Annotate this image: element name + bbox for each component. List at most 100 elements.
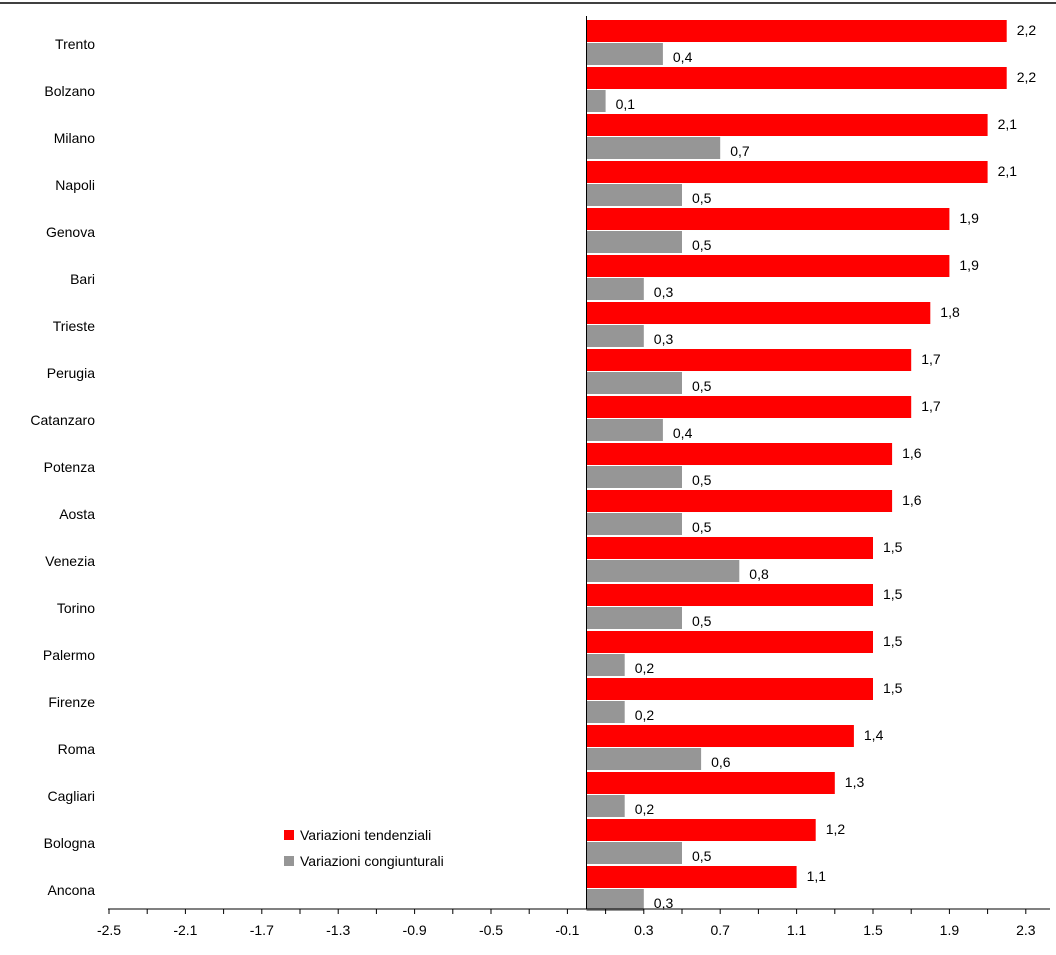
data-label-tendenziali: 1,6 — [902, 492, 922, 508]
bar-congiunturali-genova — [586, 231, 682, 253]
category-label: Cagliari — [48, 788, 95, 804]
data-label-tendenziali: 1,9 — [959, 210, 979, 226]
bar-tendenziali-firenze — [586, 678, 873, 700]
category-label: Trieste — [53, 318, 95, 334]
data-label-congiunturali: 0,7 — [730, 143, 750, 159]
bar-congiunturali-perugia — [586, 372, 682, 394]
bar-congiunturali-bologna — [586, 842, 682, 864]
bar-tendenziali-palermo — [586, 631, 873, 653]
bar-tendenziali-roma — [586, 725, 854, 747]
x-tick-label: 0.3 — [634, 922, 654, 938]
x-tick-label: 2.3 — [1016, 922, 1036, 938]
bar-tendenziali-catanzaro — [586, 396, 912, 418]
bar-congiunturali-palermo — [586, 654, 625, 676]
bar-congiunturali-trento — [586, 43, 663, 65]
category-label: Milano — [54, 130, 95, 146]
x-tick-label: 0.7 — [710, 922, 730, 938]
category-label: Firenze — [48, 694, 95, 710]
data-label-tendenziali: 1,7 — [921, 398, 941, 414]
bar-tendenziali-genova — [586, 208, 950, 230]
category-label: Napoli — [55, 177, 95, 193]
legend-item-congiunturali: Variazioni congiunturali — [284, 848, 444, 874]
data-label-congiunturali: 0,4 — [673, 425, 693, 441]
category-label: Potenza — [44, 459, 96, 475]
bar-tendenziali-trento — [586, 20, 1007, 42]
bar-tendenziali-venezia — [586, 537, 873, 559]
data-label-congiunturali: 0,6 — [711, 754, 731, 770]
data-label-congiunturali: 0,3 — [654, 331, 674, 347]
data-label-tendenziali: 2,1 — [998, 116, 1018, 132]
data-label-tendenziali: 1,3 — [845, 774, 865, 790]
bar-congiunturali-cagliari — [586, 795, 625, 817]
x-tick-label: -0.9 — [403, 922, 427, 938]
category-label: Aosta — [59, 506, 95, 522]
bar-congiunturali-bari — [586, 278, 644, 300]
category-label: Roma — [58, 741, 96, 757]
category-label: Genova — [46, 224, 95, 240]
bar-congiunturali-napoli — [586, 184, 682, 206]
bar-congiunturali-venezia — [586, 560, 740, 582]
bar-congiunturali-catanzaro — [586, 419, 663, 441]
data-label-congiunturali: 0,5 — [692, 519, 712, 535]
legend: Variazioni tendenziali Variazioni congiu… — [284, 822, 444, 874]
x-tick-label: -2.1 — [173, 922, 197, 938]
bar-tendenziali-perugia — [586, 349, 912, 371]
category-label: Venezia — [45, 553, 95, 569]
bars-group — [586, 20, 1007, 911]
category-label: Catanzaro — [30, 412, 95, 428]
bar-congiunturali-milano — [586, 137, 721, 159]
bar-congiunturali-roma — [586, 748, 702, 770]
data-label-congiunturali: 0,2 — [635, 707, 655, 723]
data-label-congiunturali: 0,1 — [616, 96, 636, 112]
bar-congiunturali-bolzano — [586, 90, 606, 112]
data-label-tendenziali: 1,7 — [921, 351, 941, 367]
x-tick-label: -0.5 — [479, 922, 503, 938]
data-label-tendenziali: 1,5 — [883, 633, 903, 649]
bar-congiunturali-trieste — [586, 325, 644, 347]
data-label-tendenziali: 2,1 — [998, 163, 1018, 179]
bar-labels-group: 2,2 0,4 2,2 0,1 2,1 0,7 2,1 0,5 1,9 0,5 1,9 0,3 1,8 0… — [616, 22, 1037, 911]
data-label-tendenziali: 1,6 — [902, 445, 922, 461]
data-label-congiunturali: 0,3 — [654, 284, 674, 300]
data-label-congiunturali: 0,5 — [692, 237, 712, 253]
bar-congiunturali-potenza — [586, 466, 682, 488]
bar-tendenziali-trieste — [586, 302, 931, 324]
x-tick-label: 1.9 — [940, 922, 960, 938]
category-label: Perugia — [47, 365, 95, 381]
data-label-congiunturali: 0,3 — [654, 895, 674, 911]
x-tick-label: -0.1 — [555, 922, 579, 938]
category-label: Palermo — [43, 647, 95, 663]
data-label-tendenziali: 2,2 — [1017, 22, 1037, 38]
x-tick-label: 1.1 — [787, 922, 807, 938]
data-label-congiunturali: 0,5 — [692, 378, 712, 394]
x-tick-label: -1.7 — [250, 922, 274, 938]
legend-swatch-tendenziali — [284, 830, 294, 840]
data-label-tendenziali: 1,9 — [959, 257, 979, 273]
category-label: Ancona — [48, 882, 96, 898]
bar-congiunturali-torino — [586, 607, 682, 629]
data-label-congiunturali: 0,2 — [635, 801, 655, 817]
data-label-tendenziali: 1,2 — [826, 821, 846, 837]
x-tick-label: -2.5 — [97, 922, 121, 938]
data-label-tendenziali: 1,5 — [883, 539, 903, 555]
data-label-congiunturali: 0,2 — [635, 660, 655, 676]
x-ticks-group: -2.5 -2.1 -1.7 -1.3 -0.9 -0.5 -0.1 0.3 0.7 1.1 1.5… — [97, 909, 1036, 938]
bar-congiunturali-aosta — [586, 513, 682, 535]
data-label-tendenziali: 1,1 — [807, 868, 827, 884]
bar-tendenziali-aosta — [586, 490, 893, 512]
category-label: Trento — [55, 36, 95, 52]
bar-congiunturali-firenze — [586, 701, 625, 723]
data-label-congiunturali: 0,5 — [692, 472, 712, 488]
data-label-congiunturali: 0,5 — [692, 848, 712, 864]
category-label: Bologna — [44, 835, 96, 851]
category-label: Torino — [57, 600, 95, 616]
data-label-congiunturali: 0,4 — [673, 49, 693, 65]
legend-swatch-congiunturali — [284, 856, 294, 866]
bar-tendenziali-milano — [586, 114, 988, 136]
category-label: Bari — [70, 271, 95, 287]
bar-tendenziali-ancona — [586, 866, 797, 888]
legend-item-tendenziali: Variazioni tendenziali — [284, 822, 444, 848]
data-label-tendenziali: 1,8 — [940, 304, 960, 320]
bar-tendenziali-potenza — [586, 443, 893, 465]
